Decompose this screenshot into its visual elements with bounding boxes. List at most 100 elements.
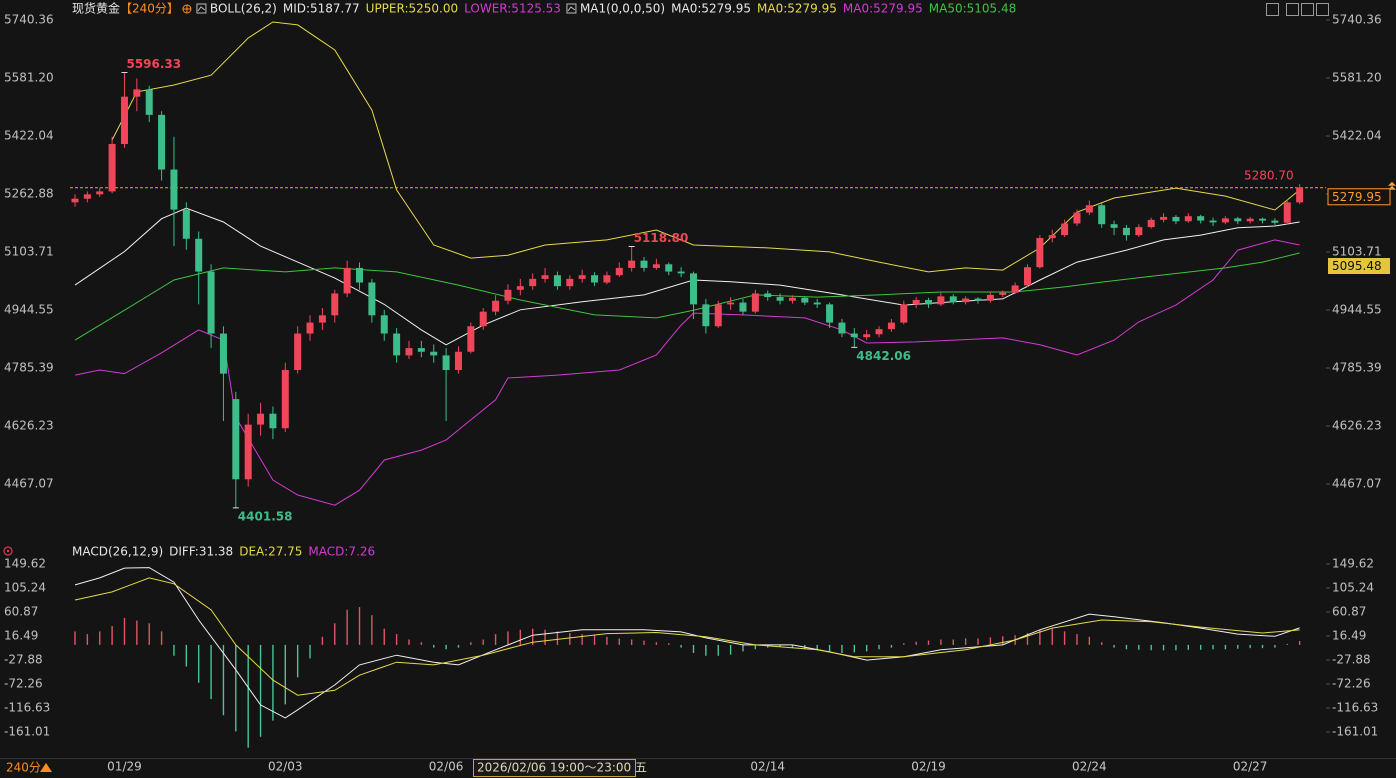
- candle-body: [219, 333, 227, 374]
- tool-icon[interactable]: [1266, 3, 1279, 16]
- x-tick-label: 01/29: [107, 760, 142, 774]
- candle-body: [120, 96, 128, 145]
- macd-icon[interactable]: [3, 546, 13, 556]
- legend-text: MACD(26,12,9): [72, 545, 163, 559]
- indicator-line: [74, 567, 1300, 719]
- target-icon[interactable]: [3, 546, 13, 556]
- indicator-icon[interactable]: [566, 3, 577, 14]
- candle-body: [640, 260, 648, 268]
- candle-body: [702, 304, 710, 327]
- candle-body: [1160, 216, 1168, 220]
- x-tick-label: 02/24: [1072, 760, 1107, 774]
- candle-body: [479, 311, 487, 327]
- candle-body: [863, 334, 871, 338]
- candle-body: [603, 275, 611, 283]
- crosshair-time: 2026/02/06 19:00～23:00 五: [477, 761, 647, 775]
- y-tick-label: 4467.07: [4, 477, 54, 491]
- candle-body: [318, 315, 326, 323]
- candle-body: [504, 289, 512, 301]
- candle-body: [467, 326, 475, 352]
- y-tick-label: 4626.23: [4, 419, 54, 433]
- legend-text: LOWER:5125.53: [464, 2, 561, 16]
- candle-body: [96, 191, 104, 195]
- y-tick-label: 60.87: [4, 604, 38, 618]
- y-tick-label: 5103.71: [4, 245, 54, 259]
- period-switch[interactable]: 240分: [6, 761, 41, 775]
- candle-body: [405, 348, 413, 356]
- crosshair-box: [473, 759, 636, 777]
- period-arrow[interactable]: [40, 763, 52, 772]
- legend-text: DEA:27.75: [239, 545, 302, 559]
- candle-body: [1296, 187, 1304, 203]
- target-dot: [6, 549, 10, 553]
- candle-body: [566, 278, 574, 287]
- candle-body: [1011, 285, 1019, 293]
- candle-body: [492, 300, 500, 312]
- candle-body: [195, 238, 203, 272]
- candle-body: [751, 293, 759, 312]
- y-tick-label-right: 4944.55: [1332, 303, 1382, 317]
- ma-price-value: 5095.48: [1332, 259, 1382, 273]
- legend-text: DIFF:31.38: [169, 545, 233, 559]
- candle-body: [1283, 202, 1291, 223]
- indicator-line: [111, 21, 1300, 273]
- candle-body: [182, 209, 190, 239]
- indicator-icon[interactable]: [196, 3, 207, 14]
- y-tick-label: 149.62: [4, 556, 46, 570]
- y-tick-label: 105.24: [4, 580, 46, 594]
- legend-text: 现货黄金: [72, 1, 120, 16]
- candle-body: [962, 298, 970, 303]
- low-label: 4842.06: [856, 349, 911, 363]
- candle-body: [1147, 219, 1155, 228]
- candle-body: [83, 194, 91, 199]
- tool-icon[interactable]: [1286, 3, 1299, 16]
- candle-body: [591, 275, 599, 283]
- legend-text: MA1(0,0,0,50): [580, 2, 665, 16]
- candle-body: [1073, 212, 1081, 224]
- candle-body: [665, 264, 673, 272]
- last-price-value: 5279.95: [1332, 190, 1382, 204]
- candle-body: [714, 304, 722, 327]
- candle-body: [937, 296, 945, 305]
- candle-body: [1184, 216, 1192, 222]
- candle-body: [417, 348, 425, 352]
- tool-icon[interactable]: [1316, 3, 1329, 16]
- y-tick-label-right: 4785.39: [1332, 361, 1382, 375]
- last-price-arrow: [1388, 181, 1396, 190]
- candle-body: [986, 294, 994, 301]
- y-tick-label: 5581.20: [4, 70, 54, 84]
- tool-icon[interactable]: [1301, 3, 1314, 16]
- legend-text: MA0:5279.95: [671, 2, 751, 16]
- candle-body: [1197, 216, 1205, 221]
- candle-body: [529, 278, 537, 287]
- candle-body: [1023, 267, 1031, 286]
- indicator-line: [74, 577, 1300, 696]
- x-tick-label: 02/19: [911, 760, 946, 774]
- candle-body: [739, 302, 747, 312]
- candle-body: [578, 275, 586, 279]
- candle-body: [1122, 227, 1130, 236]
- candle-body: [887, 322, 895, 330]
- legend-text: 【240分】: [120, 2, 179, 16]
- candle-body: [269, 413, 277, 429]
- candle-body: [294, 333, 302, 370]
- y-tick-label: -72.26: [4, 676, 43, 690]
- candle-body: [628, 260, 636, 268]
- candle-body: [652, 264, 660, 268]
- candle-body: [158, 114, 166, 170]
- candle-body: [1172, 216, 1180, 222]
- y-tick-label-right: 5740.36: [1332, 12, 1382, 26]
- candle-body: [71, 198, 79, 203]
- y-tick-label-right: 60.87: [1332, 604, 1366, 618]
- x-tick-label: 02/14: [750, 760, 785, 774]
- candle-body: [690, 273, 697, 305]
- candle-body: [764, 293, 772, 298]
- candle-body: [974, 298, 982, 301]
- candle-body: [1135, 227, 1143, 236]
- candle-body: [145, 89, 153, 115]
- candle-body: [541, 275, 549, 279]
- ma-price-box: [1328, 258, 1390, 275]
- candle-body: [108, 144, 116, 192]
